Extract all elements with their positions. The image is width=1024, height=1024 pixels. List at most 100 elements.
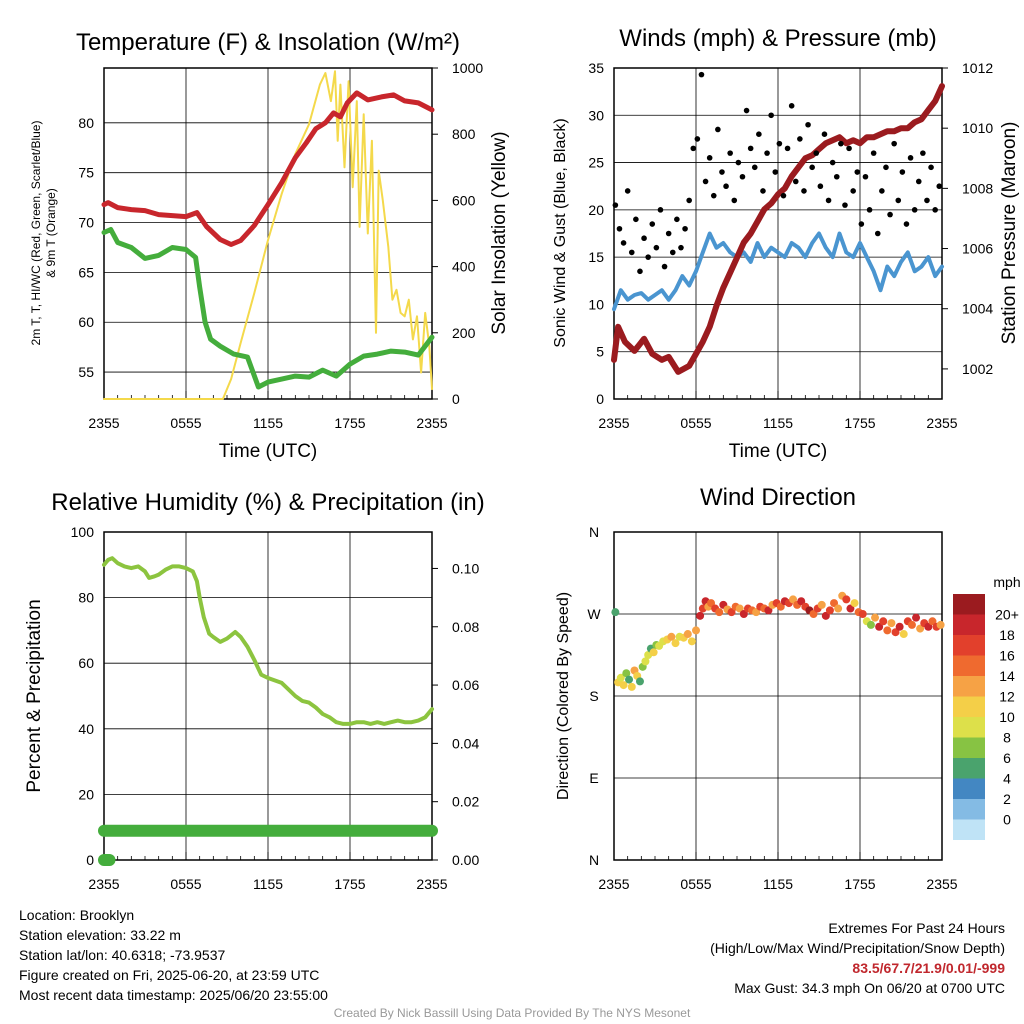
wind-direction-point <box>907 620 916 629</box>
gust-point <box>915 178 922 185</box>
y-axis-title: Direction (Colored By Speed) <box>555 592 572 800</box>
created-label: Figure created on Fri, 2025-06-20, at 23… <box>19 967 320 983</box>
y-tick-label: 15 <box>588 249 604 265</box>
latlon-label: Station lat/lon: 40.6318; -73.9537 <box>19 947 226 963</box>
y2-tick-label: 0.00 <box>452 852 479 868</box>
y2-tick-label: 400 <box>452 259 476 275</box>
wind-direction-point <box>928 617 937 626</box>
x-tick-label: 1155 <box>763 876 793 892</box>
colorbar-swatch <box>953 819 985 840</box>
wind-direction-point <box>895 622 904 631</box>
y2-axis-title: Solar Insolation (Yellow) <box>489 131 510 334</box>
wind-direction-point <box>850 599 859 608</box>
chart-title: Winds (mph) & Pressure (mb) <box>619 25 936 52</box>
colorbar-swatch <box>953 778 985 799</box>
wind-direction-point <box>687 637 696 646</box>
x-tick-label: 1755 <box>844 876 875 892</box>
colorbar-label: 2 <box>1003 791 1011 807</box>
gust-point <box>715 126 721 133</box>
solar-insolation-line <box>103 70 433 400</box>
x-tick-label: 2355 <box>926 415 957 431</box>
extremes-title: Extremes For Past 24 Hours <box>828 920 1005 936</box>
wind-direction-point <box>871 613 880 622</box>
gust-point <box>653 244 660 251</box>
gust-point <box>870 150 877 156</box>
wind-direction-point <box>797 597 806 606</box>
location-label: Location: Brooklyn <box>19 907 135 923</box>
wind-direction-point <box>727 608 736 617</box>
wind-direction-point <box>735 604 744 613</box>
y-tick-label: 80 <box>78 115 94 131</box>
gust-point <box>780 192 787 199</box>
gust-point <box>784 145 791 152</box>
x-tick-label: 1155 <box>253 415 283 431</box>
gust-point <box>616 225 623 232</box>
x-tick-label: 2355 <box>598 415 629 431</box>
y2-tick-label: 1012 <box>962 60 993 76</box>
gust-point <box>637 268 643 275</box>
wind-direction-point <box>912 613 921 622</box>
wind-direction-point <box>707 599 716 608</box>
gust-point <box>723 183 729 190</box>
y2-tick-label: 0.10 <box>452 560 479 576</box>
gust-point <box>858 221 865 227</box>
gust-point <box>628 249 635 256</box>
gust-point <box>829 159 836 166</box>
x-tick-label: 2355 <box>416 876 447 892</box>
gust-point <box>833 173 840 180</box>
direction-tick-label: W <box>587 606 601 622</box>
y-tick-label: 5 <box>596 344 604 360</box>
wind-direction-point <box>817 600 826 609</box>
wind-direction-point <box>776 602 785 611</box>
wind-direction-point <box>619 681 628 690</box>
wind-direction-point <box>696 611 705 620</box>
wind-direction-point <box>866 620 875 629</box>
y-tick-label: 65 <box>78 264 94 280</box>
wind-direction-point <box>752 608 761 617</box>
wind-direction-point <box>627 682 636 691</box>
gust-point <box>739 173 746 180</box>
x-axis-title: Time (UTC) <box>219 441 318 462</box>
x-tick-label: 1755 <box>844 415 875 431</box>
wind-direction-point <box>916 624 925 633</box>
colorbar-swatch <box>953 758 985 779</box>
y-tick-label: 40 <box>78 721 94 737</box>
x-tick-label: 0555 <box>680 415 711 431</box>
gust-point <box>690 145 697 152</box>
gust-point <box>706 155 713 161</box>
gust-point <box>792 178 799 185</box>
colorbar-swatch <box>953 614 985 635</box>
gust-point <box>612 202 619 208</box>
y-axis-title-2: & 9m T (Orange) <box>44 188 58 278</box>
y-tick-label: 0 <box>596 391 604 407</box>
gust-point <box>760 188 766 194</box>
x-tick-label: 2355 <box>88 415 119 431</box>
extremes-info: Extremes For Past 24 Hours (High/Low/Max… <box>710 918 1005 998</box>
gust-point <box>719 169 725 175</box>
chart-title: Relative Humidity (%) & Precipitation (i… <box>51 489 484 516</box>
y2-tick-label: 1004 <box>962 301 993 317</box>
colorbar-swatch <box>953 799 985 820</box>
direction-tick-label: E <box>589 770 598 786</box>
wind-direction-point <box>635 677 644 686</box>
wind-direction-point <box>611 608 620 617</box>
gust-point <box>624 188 631 194</box>
y-tick-label: 75 <box>78 165 94 181</box>
wind-direction-point <box>936 620 945 629</box>
wind-direction-point <box>764 606 773 615</box>
dewpoint-line <box>101 227 435 390</box>
x-tick-label: 1155 <box>253 876 283 892</box>
gust-point <box>698 71 705 78</box>
y-axis-title: 2m T, T, HI/WC (Red, Green, Scarlet/Blue… <box>29 121 43 346</box>
wind-direction-point <box>875 622 884 631</box>
x-tick-label: 2355 <box>598 876 629 892</box>
gust-point <box>809 164 815 171</box>
station-pressure-line <box>611 83 945 375</box>
gust-point <box>813 150 820 156</box>
x-tick-label: 0555 <box>170 876 201 892</box>
y-tick-label: 100 <box>71 524 95 540</box>
gust-point <box>907 155 914 161</box>
y-tick-label: 10 <box>588 296 604 312</box>
wind-direction-point <box>809 610 818 618</box>
